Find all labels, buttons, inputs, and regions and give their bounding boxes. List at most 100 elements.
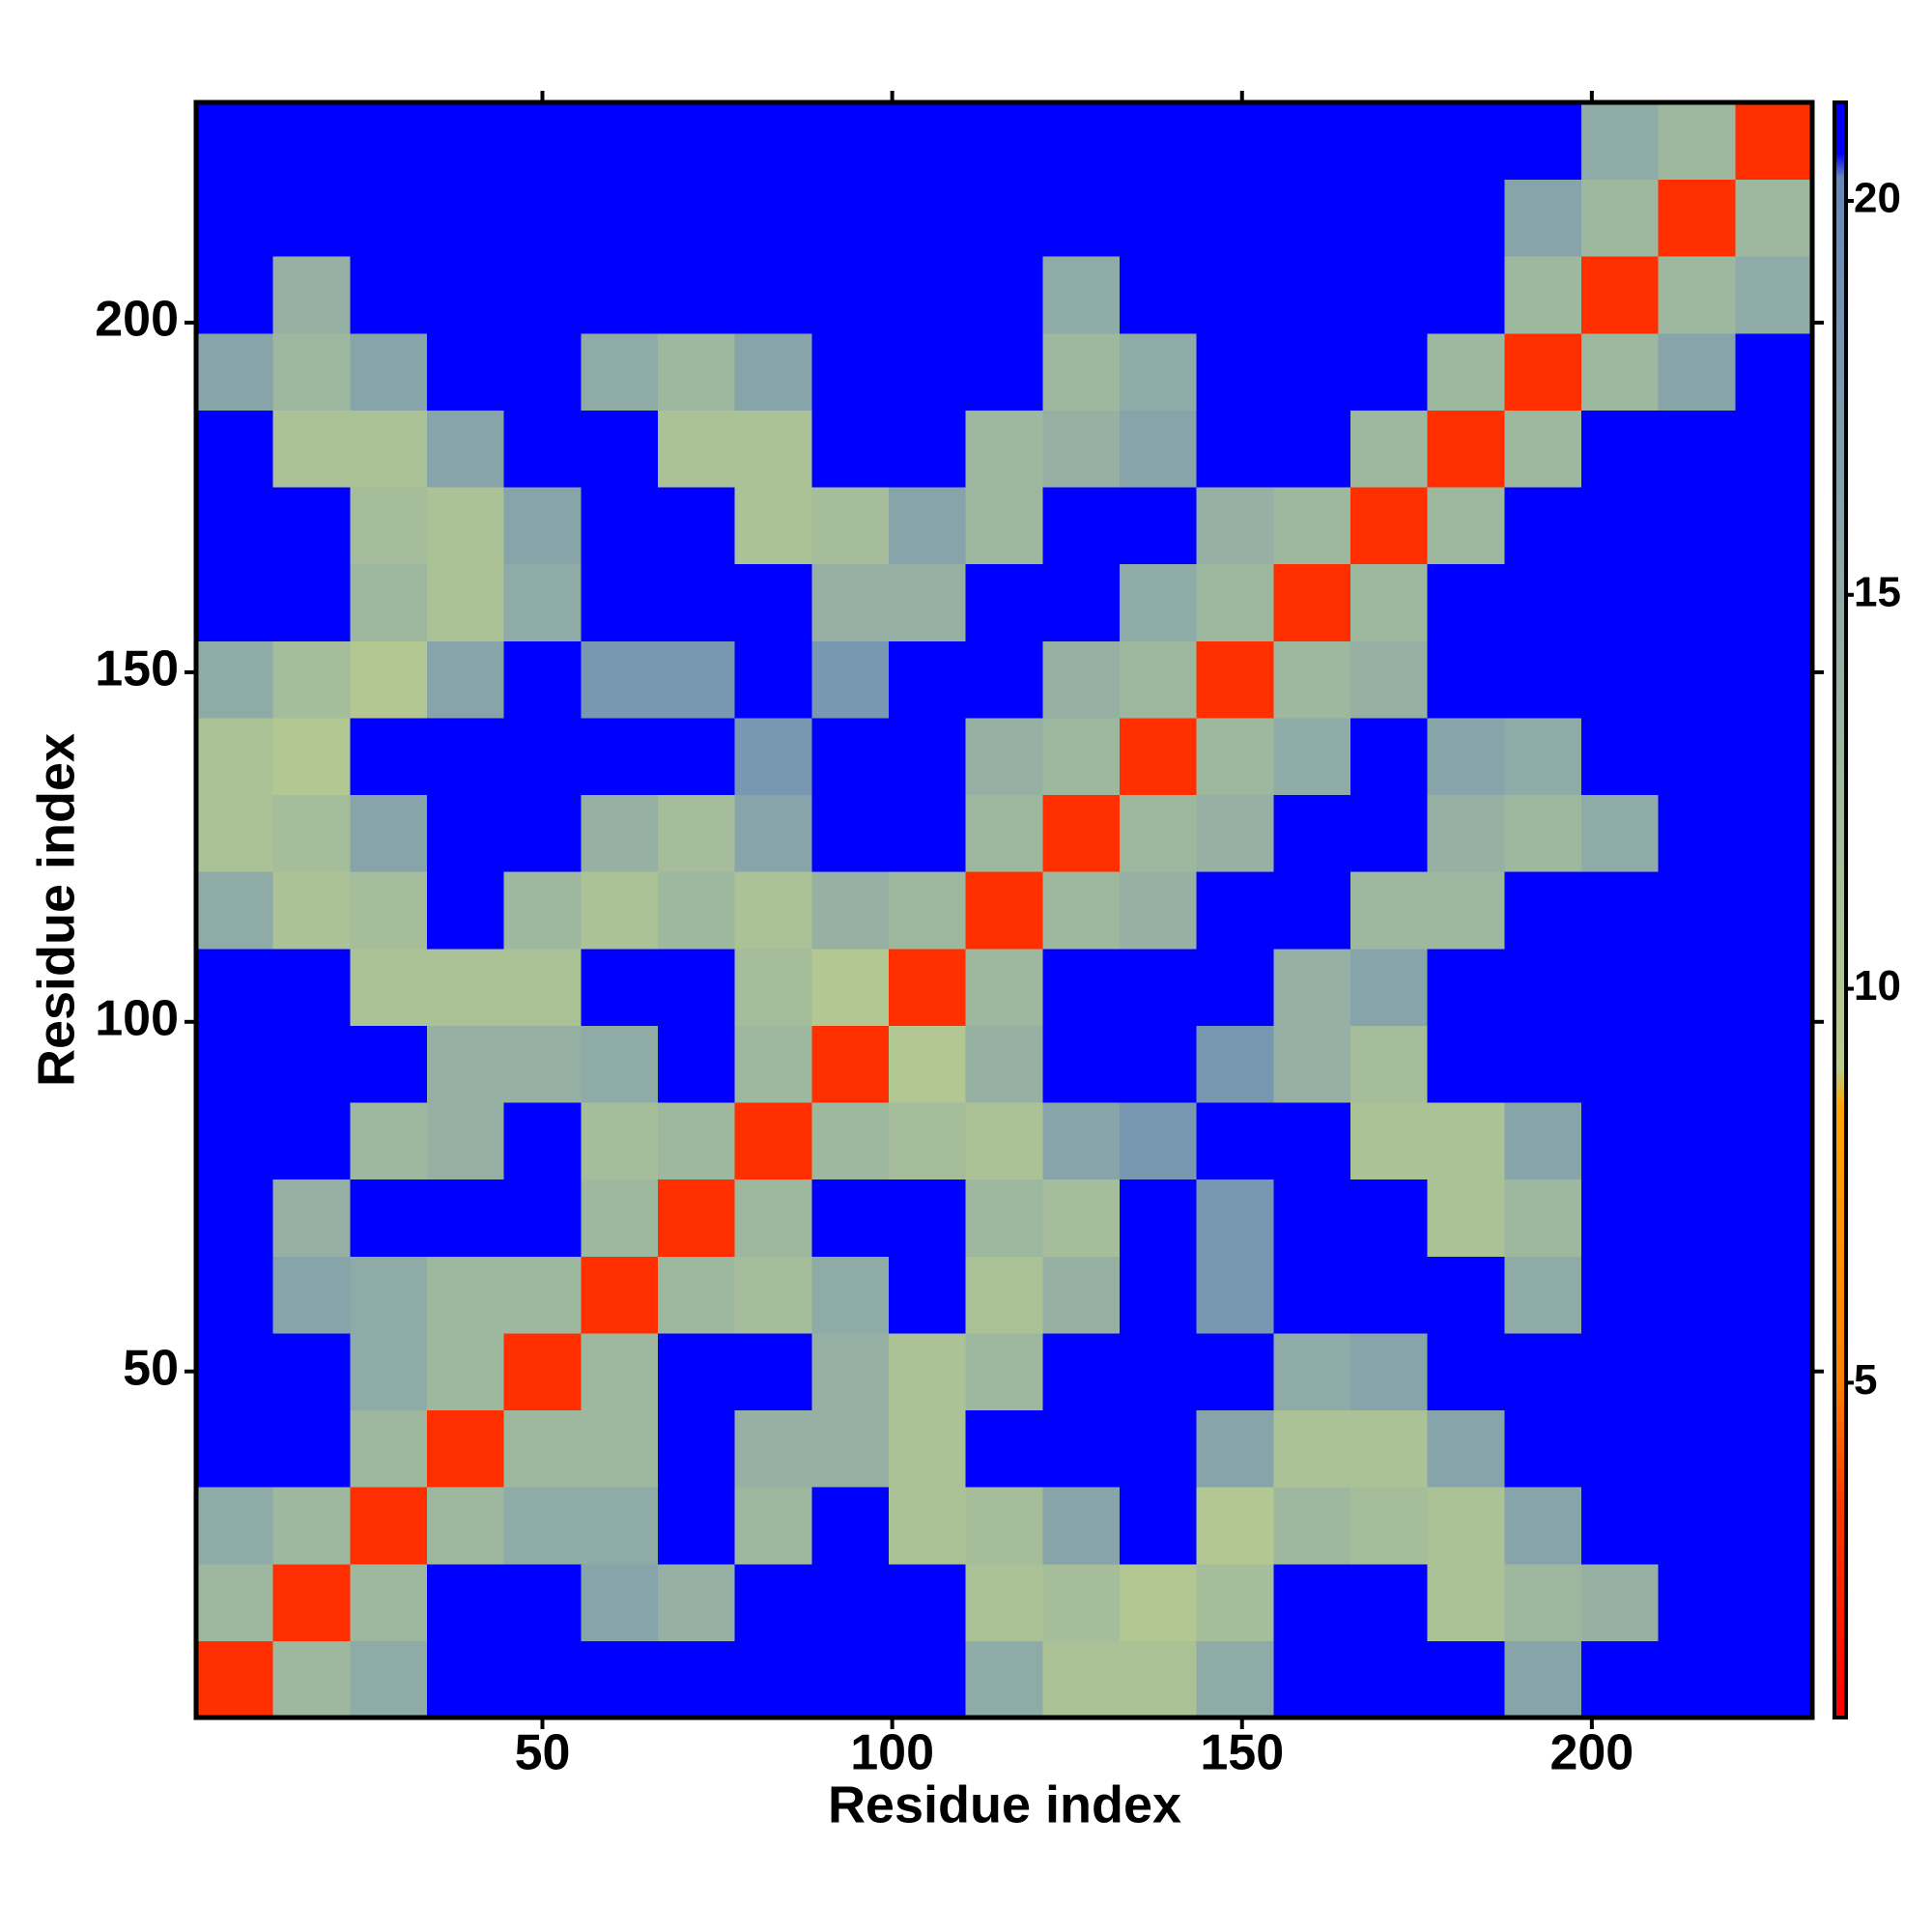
heatmap-cell [196,717,274,796]
heatmap-cell [1658,179,1736,257]
heatmap-cell [1042,1256,1121,1334]
heatmap-cell [1042,563,1121,641]
heatmap-cell [1427,410,1505,488]
heatmap-cell [1042,1102,1121,1180]
heatmap-cell [503,102,582,181]
heatmap-cell [1658,102,1736,181]
plot-frame [193,99,1815,1720]
heatmap-cell [1658,410,1736,488]
heatmap-cell [1042,1179,1121,1257]
heatmap-cell [889,1640,967,1719]
heatmap-cell [1120,410,1198,488]
heatmap-cell [1042,1487,1121,1565]
heatmap-cell [889,1409,967,1488]
heatmap-cell [1196,794,1274,872]
heatmap-cell [734,1563,812,1641]
heatmap-cell [1504,1179,1582,1257]
heatmap-cell [503,332,582,411]
heatmap-cell [272,102,351,181]
heatmap-cell [1427,1640,1505,1719]
heatmap-cell [350,1256,428,1334]
heatmap-cell [1658,1640,1736,1719]
heatmap-cell [965,1332,1043,1411]
heatmap-cell [811,256,890,334]
heatmap-cell [272,410,351,488]
heatmap-cell [965,179,1043,257]
heatmap-cell [734,1409,812,1488]
heatmap-cell [503,256,582,334]
heatmap-cell [811,487,890,565]
heatmap-cell [1504,332,1582,411]
heatmap-cell [658,1487,736,1565]
heatmap-cell [581,487,659,565]
heatmap-cell [1504,717,1582,796]
heatmap-cell [889,102,967,181]
heatmap-cell [196,1332,274,1411]
heatmap-cell [1196,487,1274,565]
heatmap-cell [1427,102,1505,181]
heatmap-cell [350,179,428,257]
heatmap-cell [1581,1179,1660,1257]
heatmap-cell [350,794,428,872]
heatmap-cell [965,487,1043,565]
heatmap-cell [196,871,274,950]
heatmap-cell [1273,1563,1351,1641]
heatmap-cell [350,1640,428,1719]
heatmap-cell [1273,179,1351,257]
heatmap-cell [1581,871,1660,950]
heatmap-cell [1350,794,1429,872]
heatmap-cell [1120,1025,1198,1103]
heatmap-cell [658,717,736,796]
heatmap-cell [811,1409,890,1488]
heatmap-cell [272,1563,351,1641]
heatmap-cell [1120,1563,1198,1641]
heatmap-cell [811,1640,890,1719]
heatmap-cell [1350,948,1429,1026]
heatmap-cell [658,1332,736,1411]
colorbar-tick-label: 5 [1854,1356,1877,1404]
x-tick-label: 200 [1549,1725,1634,1781]
heatmap-cell [427,1332,505,1411]
heatmap-cell [1273,871,1351,950]
heatmap-cell [1120,1332,1198,1411]
heatmap-cell [658,179,736,257]
heatmap-cell [1120,871,1198,950]
heatmap-cell [1273,1256,1351,1334]
heatmap-cell [350,640,428,719]
heatmap-cell [503,563,582,641]
heatmap-cell [427,1025,505,1103]
heatmap-cell [503,1640,582,1719]
heatmap-cell [1273,717,1351,796]
heatmap-cell [1042,487,1121,565]
heatmap-cell [503,871,582,950]
heatmap-cell [1658,1025,1736,1103]
heatmap-cell [1120,332,1198,411]
heatmap-cell [1196,1025,1274,1103]
heatmap-cell [1427,640,1505,719]
heatmap-cell [1350,1487,1429,1565]
heatmap-cell [734,256,812,334]
heatmap-cell [272,1102,351,1180]
heatmap-cell [811,1487,890,1565]
heatmap-cell [811,1179,890,1257]
heatmap-cell [1504,1256,1582,1334]
heatmap-cell [1658,563,1736,641]
heatmap-cell [1196,1563,1274,1641]
heatmap-cell [811,1256,890,1334]
heatmap-cell [734,487,812,565]
heatmap-cell [1735,1563,1813,1641]
heatmap-cell [1273,1332,1351,1411]
heatmap-cell [965,256,1043,334]
heatmap-cell [427,717,505,796]
heatmap-cell [581,1487,659,1565]
heatmap-cell [196,102,274,181]
heatmap-cell [1504,871,1582,950]
heatmap-cell [1658,1487,1736,1565]
heatmap-cell [272,1487,351,1565]
heatmap-cell [1273,1025,1351,1103]
heatmap-cell [1427,1332,1505,1411]
heatmap-cell [1350,1563,1429,1641]
heatmap-cell [1196,1409,1274,1488]
heatmap-cell [965,102,1043,181]
heatmap-cell [1120,1256,1198,1334]
